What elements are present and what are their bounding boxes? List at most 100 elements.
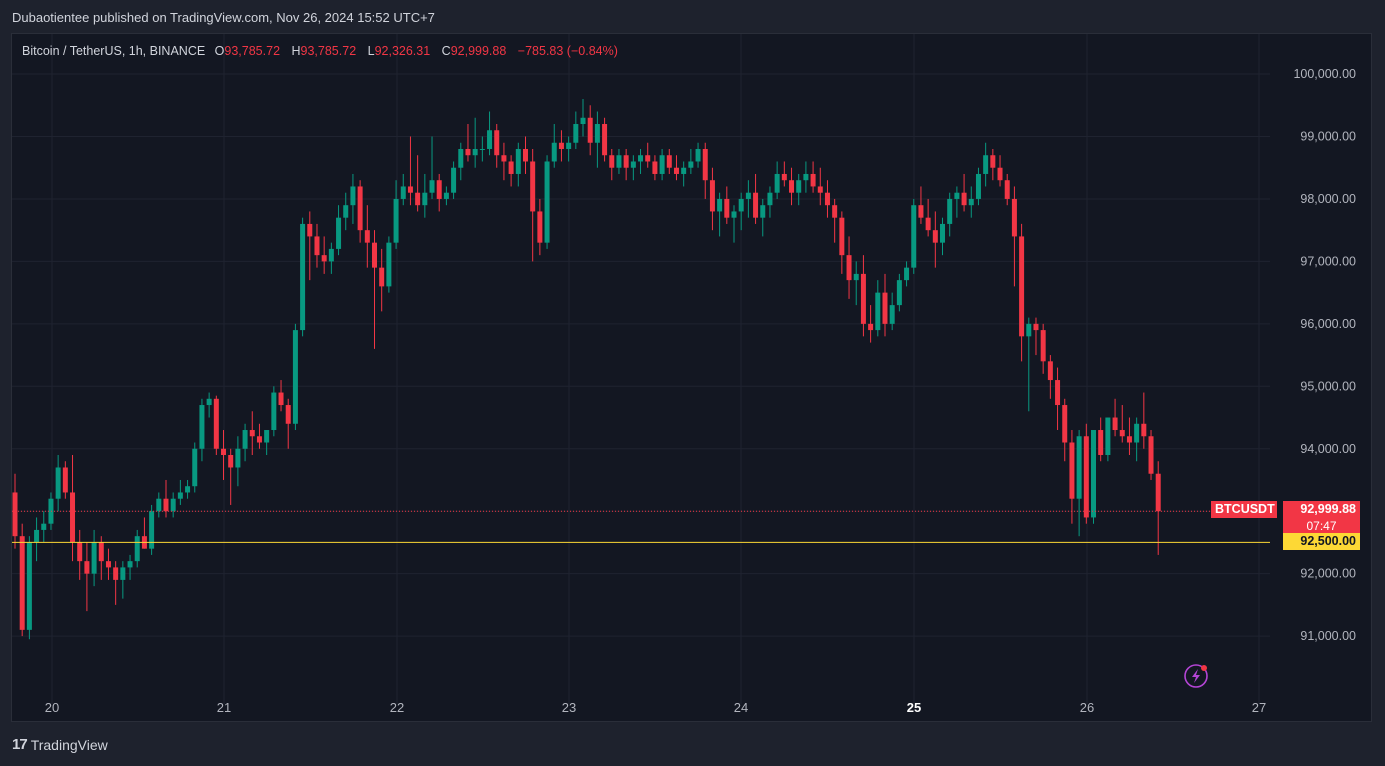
- candle-body: [839, 217, 845, 256]
- candle-body: [407, 186, 413, 193]
- candle-body: [55, 467, 61, 499]
- candle-body: [343, 205, 349, 218]
- candle-body: [853, 273, 859, 281]
- candle-body: [1004, 180, 1010, 199]
- candlestick-chart[interactable]: 100,000.00 99,000.00 98,000.00 97,000.00 96,…: [12, 34, 1371, 721]
- candle-body: [652, 161, 658, 174]
- candle-body: [925, 217, 931, 231]
- price-axis-tick: 92,000.00: [1300, 567, 1356, 581]
- candle-body: [487, 130, 493, 149]
- candle-body: [206, 398, 212, 406]
- candle-body: [285, 405, 291, 424]
- legend-high-value: 93,785.72: [300, 44, 357, 58]
- candle-body: [824, 192, 830, 206]
- candle-body: [98, 542, 104, 562]
- candle-body: [688, 161, 694, 168]
- candle-body: [508, 161, 514, 174]
- candle-body: [372, 242, 377, 268]
- candle-body: [1076, 436, 1082, 499]
- candle-body: [796, 180, 802, 193]
- candle-body: [594, 124, 600, 143]
- legend-low-value: 92,326.31: [374, 44, 431, 58]
- candle-body: [48, 498, 54, 524]
- candle-body: [1091, 430, 1096, 518]
- candle-body: [709, 180, 715, 212]
- candle-body: [350, 186, 356, 206]
- candle-body: [968, 198, 974, 206]
- candle-body: [616, 155, 622, 168]
- candle-body: [199, 405, 205, 449]
- candle-body: [501, 155, 507, 162]
- time-axis-tick: 23: [562, 700, 576, 715]
- candle-body: [990, 155, 996, 168]
- candle-body: [1155, 473, 1161, 512]
- candle-body: [278, 392, 284, 406]
- candle-body: [961, 192, 967, 206]
- price-axis-tick: 96,000.00: [1300, 317, 1356, 331]
- candle-body: [544, 161, 550, 243]
- candle-body: [120, 567, 126, 580]
- candle-body: [573, 124, 579, 143]
- candle-body: [666, 155, 672, 168]
- candle-body: [587, 117, 593, 143]
- footer-brand: 17 TradingView: [12, 736, 108, 753]
- publisher-line: Dubaotientee published on TradingView.co…: [12, 10, 435, 25]
- candle-body: [321, 255, 327, 262]
- candle-body: [149, 511, 155, 549]
- candle-body: [472, 148, 478, 156]
- legend-high-label: H: [291, 44, 301, 58]
- candle-body: [983, 155, 989, 174]
- candle-body: [458, 148, 464, 168]
- candle-body: [1069, 442, 1075, 499]
- price-axis-tick: 100,000.00: [1293, 67, 1356, 81]
- candle-body: [918, 205, 924, 218]
- candle-body: [832, 205, 838, 218]
- candle-body: [1040, 330, 1046, 362]
- candle-body: [134, 536, 140, 562]
- time-axis-tick: 20: [45, 700, 59, 715]
- candle-body: [724, 198, 730, 218]
- candle-body: [242, 430, 248, 449]
- chart-pane[interactable]: 100,000.00 99,000.00 98,000.00 97,000.00 96,…: [11, 33, 1372, 722]
- price-axis-tick: 95,000.00: [1300, 379, 1356, 393]
- candle-body: [386, 242, 392, 287]
- candle-body: [1033, 323, 1039, 331]
- candle-body: [1011, 198, 1017, 237]
- candle-body: [954, 192, 960, 199]
- candle-body: [91, 542, 97, 574]
- candle-body: [638, 155, 644, 162]
- candle-body: [1026, 323, 1032, 337]
- candle-body: [436, 180, 442, 199]
- candle-body: [1141, 423, 1147, 437]
- horizontal-level-price-tag: 92,500.00: [1283, 533, 1360, 551]
- candle-body: [522, 148, 528, 162]
- time-axis-tick: 21: [217, 700, 231, 715]
- legend-open-label: O: [214, 44, 225, 58]
- lightning-icon: [1184, 664, 1208, 688]
- candle-body: [1019, 236, 1025, 337]
- candle-body: [717, 198, 723, 212]
- candle-body: [731, 211, 737, 218]
- candle-body: [292, 330, 298, 424]
- candle-body: [630, 161, 636, 168]
- candle-body: [860, 273, 866, 324]
- price-axis-tick: 97,000.00: [1300, 254, 1356, 268]
- candle-body: [113, 567, 119, 580]
- candle-body: [328, 248, 334, 262]
- candle-body: [889, 305, 895, 324]
- candle-body: [738, 198, 744, 212]
- candle-body: [307, 223, 313, 237]
- candle-body: [19, 536, 25, 630]
- candle-body: [443, 192, 449, 199]
- candle-body: [515, 148, 521, 174]
- candle-body: [673, 167, 679, 174]
- candle-body: [451, 167, 457, 193]
- legend-symbol[interactable]: Bitcoin / TetherUS, 1h, BINANCE: [22, 44, 206, 58]
- candle-body: [62, 467, 68, 493]
- candle-body: [300, 223, 306, 331]
- candle-body: [753, 192, 759, 218]
- candle-body: [479, 148, 485, 150]
- candle-body: [566, 142, 572, 149]
- legend-close-label: C: [441, 44, 451, 58]
- candle-body: [34, 529, 40, 543]
